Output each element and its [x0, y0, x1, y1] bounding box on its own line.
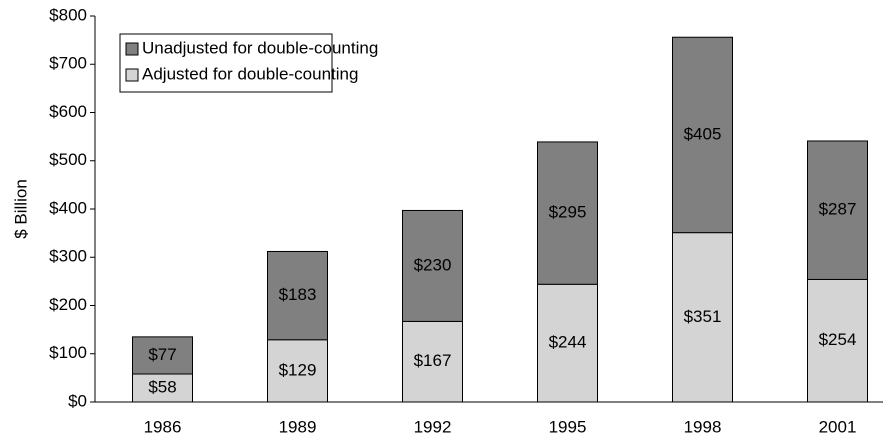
data-label: $183 [279, 285, 317, 304]
x-tick-label: 1992 [414, 417, 452, 436]
x-tick-label: 1986 [144, 417, 182, 436]
legend-label: Unadjusted for double-counting [142, 38, 378, 57]
legend-swatch [125, 68, 139, 82]
data-label: $287 [819, 200, 857, 219]
bar-segment [132, 336, 193, 375]
y-tick-label: $800 [49, 5, 87, 24]
x-tick-label: 1995 [549, 417, 587, 436]
bar-segment [402, 209, 463, 322]
y-axis-label: $ Billion [11, 179, 30, 239]
data-label: $58 [148, 377, 176, 396]
data-label: $230 [414, 255, 452, 274]
bar-segment [672, 232, 733, 403]
data-label: $167 [414, 351, 452, 370]
x-tick-label: 1998 [684, 417, 722, 436]
y-tick-label: $500 [49, 150, 87, 169]
data-label: $405 [684, 124, 722, 143]
x-tick-label: 2001 [819, 417, 857, 436]
bar-segment [537, 141, 598, 285]
y-tick-label: $700 [49, 54, 87, 73]
y-tick-label: $200 [49, 295, 87, 314]
data-label: $351 [684, 307, 722, 326]
legend-swatch [125, 42, 139, 56]
legend-box [119, 33, 333, 93]
bar-segment [672, 36, 733, 234]
legend-label: Adjusted for double-counting [142, 64, 358, 83]
data-label: $295 [549, 203, 587, 222]
y-tick-label: $600 [49, 102, 87, 121]
data-label: $77 [148, 345, 176, 364]
y-tick-label: $300 [49, 247, 87, 266]
data-label: $129 [279, 360, 317, 379]
data-label: $244 [549, 333, 587, 352]
x-tick-label: 1989 [279, 417, 317, 436]
data-label: $254 [819, 330, 857, 349]
bar-segment [267, 250, 328, 341]
y-tick-label: $0 [68, 391, 87, 410]
y-tick-label: $400 [49, 198, 87, 217]
bar-segment [807, 140, 868, 280]
y-tick-label: $100 [49, 343, 87, 362]
